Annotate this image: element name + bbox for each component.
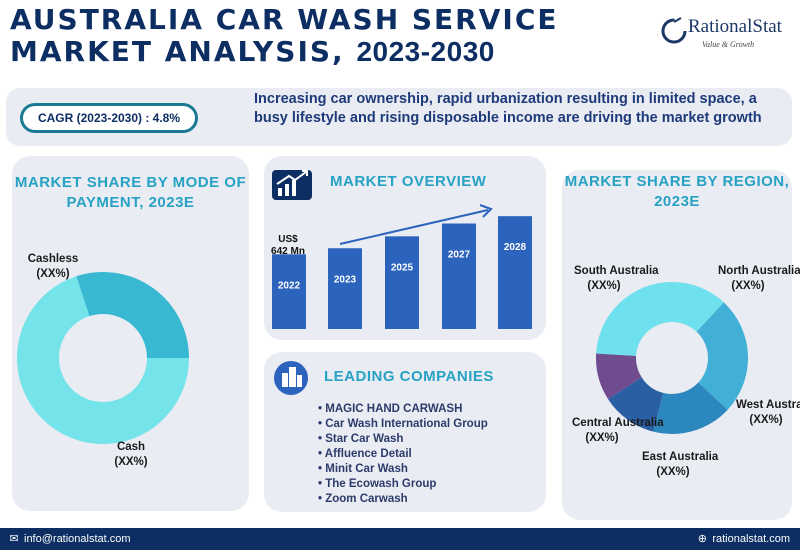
region-name-east: East Australia (642, 451, 719, 463)
region-name-south: South Australia (574, 265, 659, 277)
region-share-title: MARKET SHARE BY REGION, 2023E (564, 173, 790, 210)
cashless-name: Cashless (27, 253, 79, 265)
title-line-1: AUSTRALIA CAR WASH SERVICE (10, 3, 559, 36)
page-title: AUSTRALIA CAR WASH SERVICE MARKET ANALYS… (10, 4, 610, 68)
market-overview-title: MARKET OVERVIEW (330, 173, 487, 190)
cagr-badge: CAGR (2023-2030) : 4.8% (20, 103, 198, 133)
region-slice-west-australia (653, 382, 728, 435)
buildings-icon (274, 361, 308, 395)
bar-label-2025: 2025 (391, 262, 414, 273)
cash-value: (XX%) (114, 456, 148, 468)
bar-label-2027: 2027 (448, 250, 471, 261)
footer-website-text: rationalstat.com (712, 533, 790, 545)
region-slice-central-australia (596, 353, 642, 399)
title-years: 2023-2030 (356, 36, 495, 67)
title-line-2-text: MARKET ANALYSIS, (10, 35, 357, 68)
region-value-west: (XX%) (749, 414, 783, 426)
region-label-west: West Australia (XX%) (736, 398, 800, 428)
footer-website[interactable]: ⊕ rationalstat.com (696, 532, 790, 545)
bar-annotation: US$ 642 Mn (271, 234, 305, 257)
region-value-north: (XX%) (731, 280, 765, 292)
trend-arrow-head (479, 204, 493, 218)
cash-label: Cash (XX%) (106, 440, 156, 470)
bar-2025 (385, 236, 419, 329)
bar-label-2022: 2022 (278, 280, 301, 291)
payment-slice-cashless (17, 276, 189, 445)
email-icon: ✉ (9, 533, 19, 545)
bar-label-2028: 2028 (504, 242, 527, 253)
region-name-central: Central Australia (572, 417, 664, 429)
logo-tagline: Value & Growth (702, 40, 755, 49)
cash-name: Cash (116, 441, 146, 453)
region-slice-south-australia (596, 282, 724, 356)
region-value-central: (XX%) (585, 432, 619, 444)
region-label-north: North Australia (XX%) (718, 264, 800, 294)
region-slice-east-australia (607, 377, 664, 432)
footer: ✉ info@rationalstat.com ⊕ rationalstat.com (0, 528, 800, 550)
company-item: Car Wash International Group (318, 417, 488, 432)
bar-2022 (272, 254, 306, 329)
leading-companies-title: LEADING COMPANIES (324, 368, 494, 385)
companies-list: MAGIC HAND CARWASHCar Wash International… (318, 402, 488, 507)
cashless-value: (XX%) (36, 268, 70, 280)
footer-email-text: info@rationalstat.com (24, 533, 131, 545)
region-value-east: (XX%) (656, 466, 690, 478)
bar-2027 (442, 223, 476, 329)
region-name-north: North Australia (718, 265, 800, 277)
trend-arrow (339, 209, 489, 245)
footer-email[interactable]: ✉ info@rationalstat.com (8, 532, 131, 545)
company-item: Star Car Wash (318, 432, 488, 447)
company-item: Affluence Detail (318, 447, 488, 462)
company-item: Zoom Carwash (318, 492, 488, 507)
growth-chart-icon (272, 170, 312, 200)
globe-icon: ⊕ (697, 533, 707, 545)
payment-share-title: MARKET SHARE BY MODE OF PAYMENT, 2023E (14, 174, 247, 211)
logo-mark-icon (661, 17, 687, 44)
region-name-west: West Australia (736, 399, 800, 411)
title-line-2: MARKET ANALYSIS, 2023-2030 (10, 36, 610, 68)
region-slice-north-australia (696, 302, 748, 410)
logo-name: RationalStat (688, 16, 782, 37)
bar-label-2023: 2023 (334, 274, 357, 285)
region-label-central: Central Australia (XX%) (572, 416, 664, 446)
cashless-label: Cashless (XX%) (26, 252, 80, 282)
bar-2023 (328, 248, 362, 329)
region-value-south: (XX%) (587, 280, 621, 292)
market-drivers-text: Increasing car ownership, rapid urbaniza… (254, 91, 762, 126)
region-label-south: South Australia (XX%) (574, 264, 659, 294)
company-item: MAGIC HAND CARWASH (318, 402, 488, 417)
payment-slice-cash (76, 272, 189, 358)
bar-2028 (498, 216, 532, 329)
rationalstat-logo[interactable]: RationalStat Value & Growth (660, 14, 792, 54)
region-label-east: East Australia (XX%) (642, 450, 719, 480)
company-item: The Ecowash Group (318, 477, 488, 492)
company-item: Minit Car Wash (318, 462, 488, 477)
